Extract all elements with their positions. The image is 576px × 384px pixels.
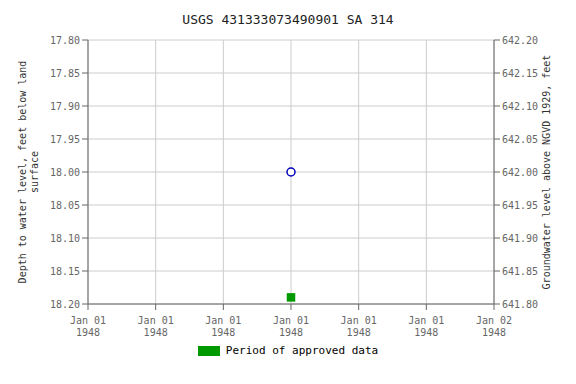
svg-text:17.95: 17.95 — [50, 134, 80, 145]
svg-text:Jan 011948: Jan 011948 — [341, 315, 377, 338]
svg-text:Jan 011948: Jan 011948 — [205, 315, 241, 338]
svg-text:641.95: 641.95 — [502, 200, 538, 211]
svg-text:18.00: 18.00 — [50, 167, 80, 178]
svg-text:Jan 011948: Jan 011948 — [408, 315, 444, 338]
svg-text:18.10: 18.10 — [50, 233, 80, 244]
svg-text:18.05: 18.05 — [50, 200, 80, 211]
html-text:USGS 431333073490901 SA 314: USGS 431333073490901 SA 314 — [182, 12, 394, 27]
svg-text:17.80: 17.80 — [50, 35, 80, 46]
svg-text:642.15: 642.15 — [502, 68, 538, 79]
svg-text:642.05: 642.05 — [502, 134, 538, 145]
svg-text:Jan 011948: Jan 011948 — [70, 315, 106, 338]
html-text:Period of approved data: Period of approved data — [225, 344, 379, 357]
svg-text:641.85: 641.85 — [502, 266, 538, 277]
svg-text:641.80: 641.80 — [502, 299, 538, 310]
svg-text:18.15: 18.15 — [50, 266, 80, 277]
svg-text:Jan 011948: Jan 011948 — [138, 315, 174, 338]
svg-text:17.90: 17.90 — [50, 101, 80, 112]
svg-text:17.85: 17.85 — [50, 68, 80, 79]
svg-text:641.90: 641.90 — [502, 233, 538, 244]
svg-text:642.20: 642.20 — [502, 35, 538, 46]
svg-text:642.00: 642.00 — [502, 167, 538, 178]
svg-text:18.20: 18.20 — [50, 299, 80, 310]
svg-text:Jan 021948: Jan 021948 — [476, 315, 512, 338]
svg-text:Groundwater level above NGVD 1: Groundwater level above NGVD 1929, feet — [541, 55, 552, 290]
svg-text:642.10: 642.10 — [502, 101, 538, 112]
svg-text:Depth to water level, feet bel: Depth to water level, feet below landsur… — [17, 61, 40, 284]
svg-text:Jan 011948: Jan 011948 — [273, 315, 309, 338]
